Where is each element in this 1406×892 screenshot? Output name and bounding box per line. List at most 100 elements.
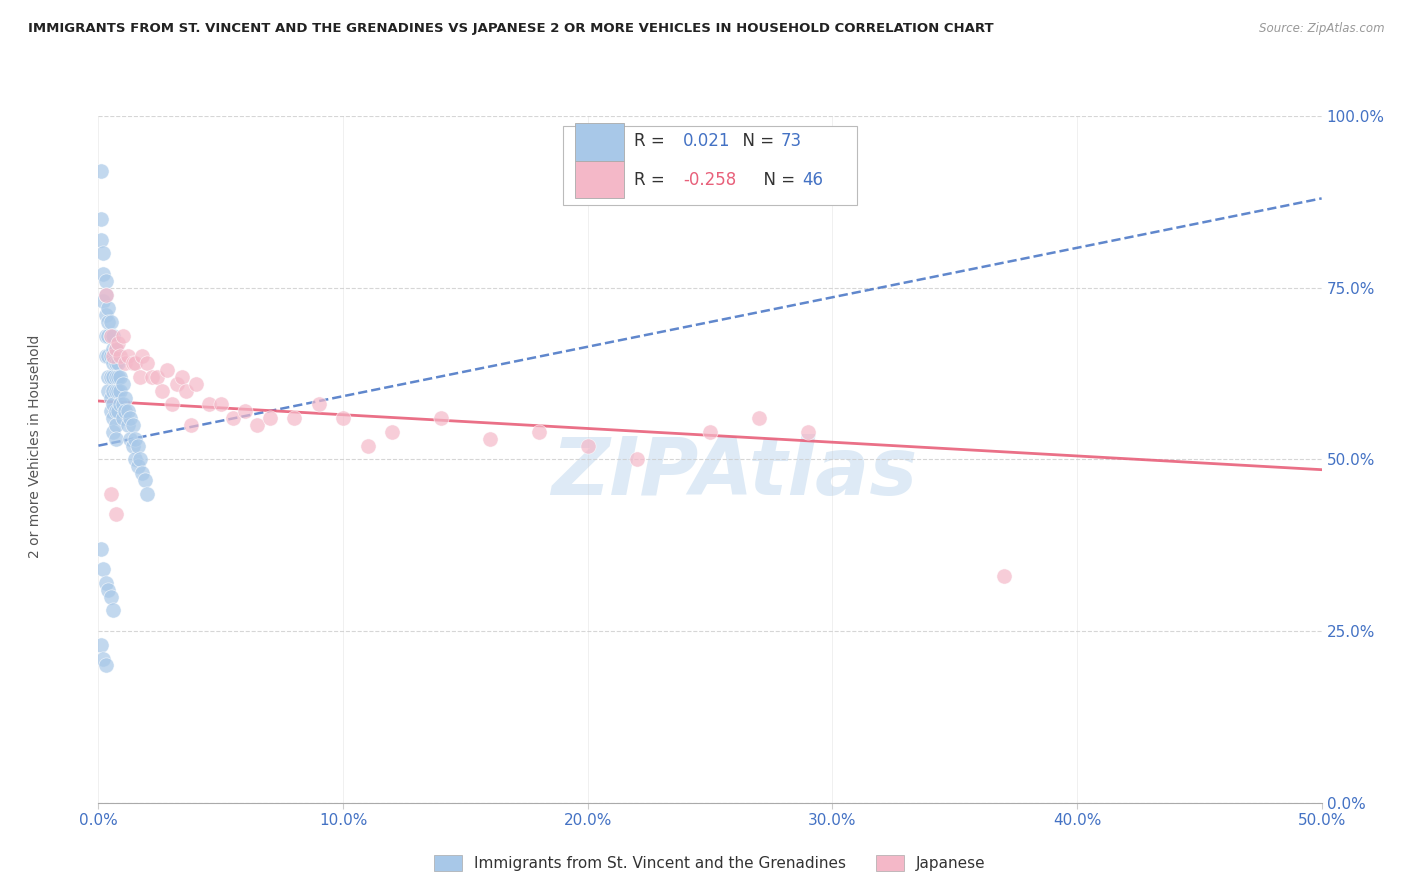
Point: [100, 328, 122, 343]
Point: [626, 452, 648, 467]
Point: [748, 411, 770, 425]
Point: [101, 356, 124, 370]
Text: Source: ZipAtlas.com: Source: ZipAtlas.com: [1260, 22, 1385, 36]
Point: [121, 356, 143, 370]
Point: [131, 350, 153, 364]
Point: [124, 452, 146, 467]
Point: [97, 301, 120, 316]
Point: [97, 350, 120, 364]
Point: [94, 350, 117, 364]
Point: [117, 404, 139, 418]
Text: -0.258: -0.258: [683, 171, 737, 189]
Point: [107, 335, 129, 350]
Point: [114, 356, 136, 370]
Point: [527, 425, 550, 439]
Point: [107, 356, 129, 370]
FancyBboxPatch shape: [564, 127, 856, 205]
Point: [91, 294, 114, 309]
Text: N =: N =: [733, 132, 779, 151]
Point: [90, 638, 112, 652]
Point: [127, 439, 149, 453]
Point: [134, 473, 156, 487]
Point: [91, 562, 114, 576]
Point: [94, 287, 117, 301]
Point: [111, 376, 134, 391]
Point: [117, 417, 139, 433]
Point: [104, 370, 127, 384]
Point: [97, 328, 120, 343]
Point: [332, 411, 354, 425]
Text: N =: N =: [752, 171, 800, 189]
Point: [478, 432, 501, 446]
Text: R =: R =: [634, 171, 671, 189]
Point: [101, 603, 124, 617]
Point: [136, 356, 159, 370]
Point: [308, 397, 330, 411]
Point: [100, 590, 122, 604]
Point: [150, 384, 173, 398]
Point: [94, 328, 117, 343]
Point: [101, 370, 124, 384]
Point: [104, 417, 127, 433]
Point: [97, 384, 120, 398]
Point: [104, 432, 127, 446]
Point: [97, 370, 120, 384]
Point: [110, 384, 132, 398]
Point: [141, 370, 163, 384]
Point: [117, 350, 139, 364]
Point: [94, 287, 117, 301]
Point: [104, 343, 127, 357]
Point: [129, 452, 152, 467]
Point: [259, 411, 281, 425]
Point: [180, 417, 202, 433]
Text: 46: 46: [801, 171, 823, 189]
Point: [94, 274, 117, 288]
Point: [100, 370, 122, 384]
Point: [166, 376, 188, 391]
Point: [104, 508, 127, 522]
Point: [101, 425, 124, 439]
Point: [160, 397, 183, 411]
Point: [283, 411, 305, 425]
Point: [127, 459, 149, 474]
Point: [91, 246, 114, 260]
Point: [110, 397, 132, 411]
Text: R =: R =: [634, 132, 671, 151]
Point: [222, 411, 245, 425]
Legend: Immigrants from St. Vincent and the Grenadines, Japanese: Immigrants from St. Vincent and the Gren…: [427, 849, 993, 878]
Point: [111, 397, 134, 411]
Point: [111, 328, 134, 343]
Point: [104, 384, 127, 398]
Point: [186, 376, 208, 391]
Point: [209, 397, 232, 411]
Point: [94, 658, 117, 673]
Point: [111, 411, 134, 425]
Point: [993, 569, 1015, 583]
Point: [114, 404, 136, 418]
Point: [197, 397, 219, 411]
Text: IMMIGRANTS FROM ST. VINCENT AND THE GRENADINES VS JAPANESE 2 OR MORE VEHICLES IN: IMMIGRANTS FROM ST. VINCENT AND THE GREN…: [28, 22, 994, 36]
Point: [90, 212, 112, 227]
Point: [91, 267, 114, 281]
Point: [233, 404, 256, 418]
Point: [120, 411, 142, 425]
FancyBboxPatch shape: [575, 161, 624, 198]
Point: [114, 391, 136, 405]
Point: [100, 315, 122, 329]
Text: 2 or more Vehicles in Household: 2 or more Vehicles in Household: [28, 334, 42, 558]
Point: [101, 350, 124, 364]
Point: [121, 417, 143, 433]
Point: [90, 233, 112, 247]
Point: [381, 425, 404, 439]
Point: [430, 411, 453, 425]
Point: [90, 541, 112, 556]
Point: [699, 425, 721, 439]
Point: [104, 356, 127, 370]
Point: [110, 350, 132, 364]
Text: 73: 73: [780, 132, 801, 151]
Point: [797, 425, 820, 439]
Point: [91, 651, 114, 665]
Point: [97, 315, 120, 329]
Point: [97, 582, 120, 597]
Point: [100, 404, 122, 418]
